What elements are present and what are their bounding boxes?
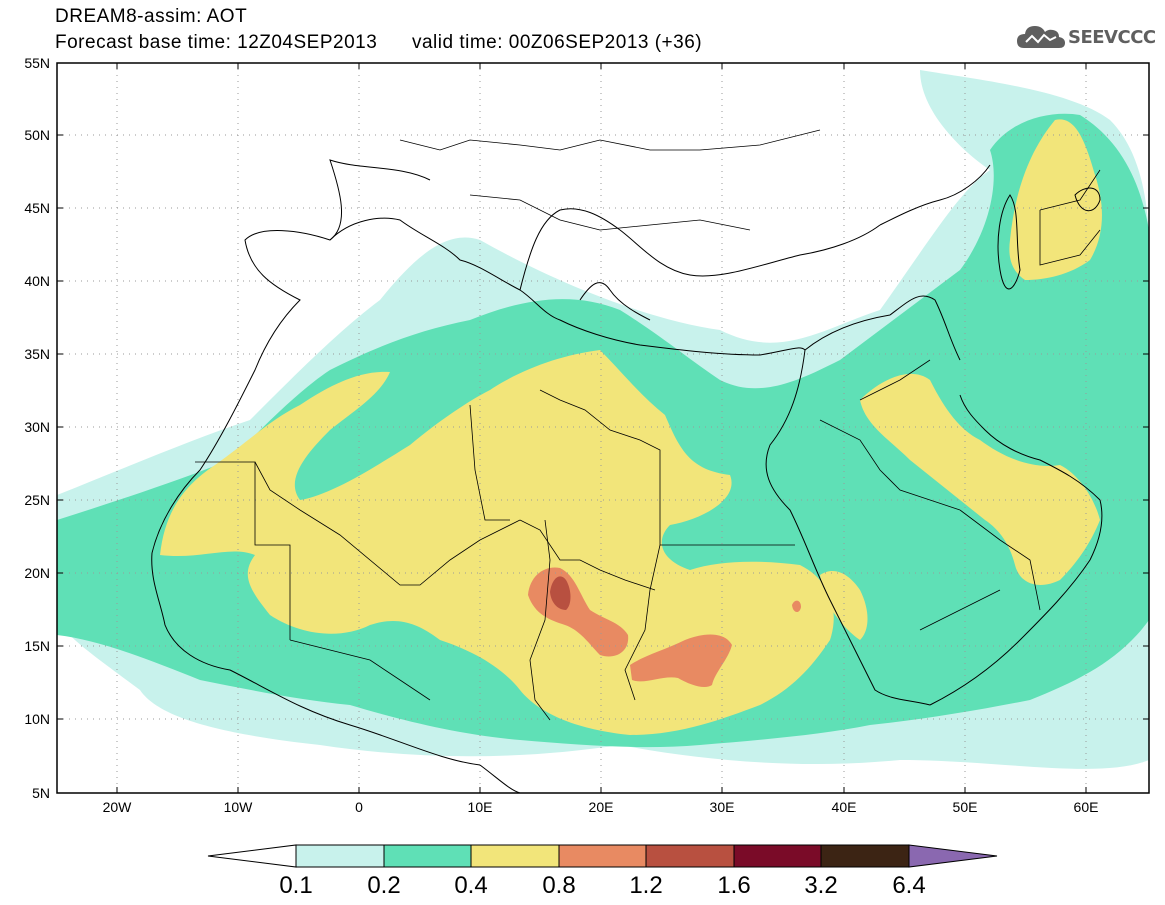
borders	[195, 129, 1101, 721]
longitude-labels: 20W 10W 0 10E 20E 30E 40E 50E 60E	[103, 799, 1099, 815]
lat-label: 5N	[32, 785, 50, 801]
colorbar-label: 6.4	[892, 872, 925, 899]
colorbar-label: 0.1	[279, 872, 312, 899]
logo-text: SEEVCCC	[1068, 26, 1156, 48]
aot-contour-0-4-caspian	[1009, 119, 1102, 280]
valid-time: valid time: 00Z06SEP2013 (+36)	[411, 32, 703, 53]
lat-label: 15N	[24, 638, 50, 654]
lon-label: 20W	[103, 799, 133, 815]
colorbar-label: 0.4	[454, 872, 487, 899]
colorbar-swatch	[645, 844, 735, 868]
cloud-icon	[1017, 26, 1065, 48]
colorbar-over-arrow	[908, 844, 998, 868]
lat-label: 55N	[24, 55, 50, 71]
colorbar-label: 1.6	[717, 872, 750, 899]
colorbar-label: 3.2	[804, 872, 837, 899]
lon-label: 30E	[710, 799, 735, 815]
lat-label: 10N	[24, 711, 50, 727]
colorbar-swatch	[733, 844, 822, 868]
colorbar-swatch	[558, 844, 647, 868]
aot-contour-1-2	[550, 576, 571, 610]
aot-contour-0-8-dot	[792, 600, 801, 613]
colorbar-swatch	[470, 844, 560, 868]
lon-label: 60E	[1074, 799, 1099, 815]
lon-label: 20E	[589, 799, 614, 815]
aot-contour-0-4-arabia	[860, 373, 1100, 585]
coastlines	[151, 159, 1103, 793]
map-subtitle: Forecast base time: 12Z04SEP2013 valid t…	[55, 32, 702, 54]
colorbar-under-arrow	[207, 844, 297, 868]
lon-label: 0	[355, 799, 363, 815]
colorbar-label: 1.2	[629, 872, 662, 899]
aot-contour-0-4-redsea	[820, 570, 868, 640]
colorbar-label: 0.2	[367, 872, 400, 899]
colorbar-swatch	[820, 844, 910, 868]
colorbar-label: 0.8	[542, 872, 575, 899]
aot-contour-0-8-sudan	[630, 634, 732, 688]
colorbar	[207, 844, 998, 868]
lat-label: 45N	[24, 200, 50, 216]
lat-label: 20N	[24, 565, 50, 581]
tick-marks	[57, 62, 1149, 793]
lat-label: 35N	[24, 346, 50, 362]
lat-label: 30N	[24, 419, 50, 435]
base-time: Forecast base time: 12Z04SEP2013	[55, 32, 378, 53]
map-title: DREAM8-assim: AOT	[55, 6, 248, 27]
aot-field	[57, 63, 1149, 793]
lon-label: 40E	[832, 799, 857, 815]
lon-label: 50E	[953, 799, 978, 815]
lon-label: 10E	[468, 799, 493, 815]
seevccc-logo: SEEVCCC	[1016, 22, 1156, 52]
colorbar-swatch	[295, 844, 385, 868]
aot-contour-0-4-sahara	[160, 350, 834, 735]
colorbar-labels: 0.1 0.2 0.4 0.8 1.2 1.6 3.2 6.4	[279, 872, 925, 899]
lat-label: 40N	[24, 273, 50, 289]
lat-label: 25N	[24, 492, 50, 508]
lon-label: 10W	[224, 799, 254, 815]
graticule	[57, 63, 1149, 793]
colorbar-swatch	[383, 844, 472, 868]
map-frame	[56, 62, 1150, 794]
lat-label: 50N	[24, 127, 50, 143]
latitude-labels: 55N 50N 45N 40N 35N 30N 25N 20N 15N 10N …	[24, 55, 50, 801]
